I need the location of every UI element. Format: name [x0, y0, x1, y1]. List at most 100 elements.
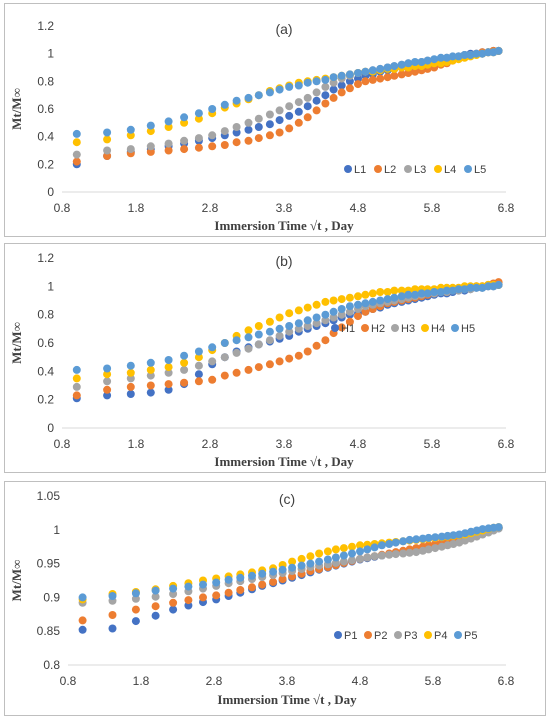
data-point: [265, 327, 274, 336]
data-point: [405, 548, 414, 557]
data-point: [208, 375, 217, 384]
data-point: [208, 105, 217, 113]
y-tick-label: 0.8: [37, 308, 54, 322]
data-point: [146, 365, 155, 374]
data-point: [275, 116, 284, 125]
legend-marker: [394, 631, 402, 639]
y-tick-label: 0.2: [37, 393, 54, 407]
data-point: [329, 296, 338, 305]
data-point: [244, 125, 253, 134]
data-point: [212, 578, 221, 587]
data-point: [285, 327, 294, 336]
data-point: [361, 290, 370, 299]
data-point: [285, 111, 294, 120]
data-point: [363, 545, 372, 554]
data-point: [275, 85, 284, 94]
series-P5: [78, 523, 503, 602]
data-point: [254, 134, 263, 143]
data-point: [354, 74, 362, 83]
x-tick-label: 6.8: [498, 674, 515, 688]
data-point: [390, 71, 399, 80]
legend-marker: [424, 631, 432, 639]
legend-label: P5: [464, 630, 477, 642]
data-point: [312, 88, 321, 97]
data-point: [424, 545, 433, 554]
data-point: [285, 124, 294, 133]
data-point: [103, 370, 112, 379]
data-point: [248, 571, 256, 580]
data-point: [164, 146, 173, 155]
data-point: [466, 283, 475, 292]
x-tick-label: 2.8: [202, 201, 219, 215]
data-point: [164, 368, 173, 377]
data-point: [265, 88, 274, 97]
legend-label: H2: [371, 323, 385, 335]
x-tick-label: 4.8: [350, 437, 367, 451]
data-point: [391, 538, 400, 547]
data-point: [345, 70, 354, 79]
y-tick-label: 1: [47, 279, 54, 293]
y-tick-label: 0.85: [37, 624, 61, 638]
data-point: [397, 70, 406, 79]
data-point: [412, 548, 421, 557]
data-point: [146, 371, 155, 380]
data-point: [180, 118, 189, 127]
data-point: [232, 96, 241, 105]
data-point: [194, 377, 203, 386]
data-point: [354, 312, 362, 321]
y-tick-label: 0.8: [37, 74, 54, 88]
data-point: [126, 374, 135, 383]
data-point: [269, 577, 278, 586]
data-point: [321, 91, 330, 100]
legend-label: P4: [434, 630, 447, 642]
series-H1: [72, 280, 503, 403]
data-point: [329, 73, 338, 82]
data-point: [321, 297, 330, 306]
data-point: [254, 123, 263, 131]
data-point: [390, 62, 399, 71]
data-point: [258, 580, 267, 589]
data-point: [337, 323, 346, 332]
data-point: [329, 93, 338, 102]
data-point: [368, 289, 377, 298]
data-point: [146, 147, 155, 156]
data-point: [337, 305, 346, 313]
data-point: [430, 55, 439, 64]
data-point: [321, 99, 330, 108]
legend-label: P1: [344, 630, 357, 642]
x-tick-label: 1.8: [128, 201, 145, 215]
data-point: [376, 74, 385, 83]
chart-a: 0 0.2 0.4 0.6 0.8 1 1.2 0.8 1.8 2.8 3.8 4.8 5.8 6.8 Im…: [9, 19, 515, 233]
data-point: [180, 351, 189, 360]
data-point: [103, 152, 112, 160]
data-point: [108, 624, 117, 633]
data-point: [370, 543, 379, 552]
data-point: [164, 139, 173, 148]
data-point: [164, 356, 173, 364]
x-axis-title: Immersion Time √t , Day: [214, 218, 354, 233]
data-point: [184, 582, 193, 591]
data-point: [294, 319, 303, 328]
data-point: [478, 525, 487, 534]
data-point: [294, 351, 303, 360]
data-point: [265, 131, 274, 140]
data-point: [164, 380, 173, 389]
x-tick-label: 2.8: [202, 437, 219, 451]
data-point: [306, 552, 315, 561]
data-point: [430, 288, 439, 296]
data-point: [254, 340, 263, 349]
data-point: [126, 145, 135, 154]
data-point: [376, 64, 385, 73]
data-point: [236, 573, 245, 582]
panel-label: (a): [275, 21, 292, 37]
data-point: [383, 288, 392, 296]
data-point: [103, 128, 112, 137]
data-point: [108, 611, 117, 619]
series-L5: [72, 46, 503, 138]
data-point: [472, 49, 481, 58]
data-point: [337, 88, 346, 97]
y-tick-label: 0: [47, 185, 54, 199]
data-point: [329, 85, 338, 94]
data-point: [494, 523, 503, 532]
data-point: [208, 343, 217, 352]
